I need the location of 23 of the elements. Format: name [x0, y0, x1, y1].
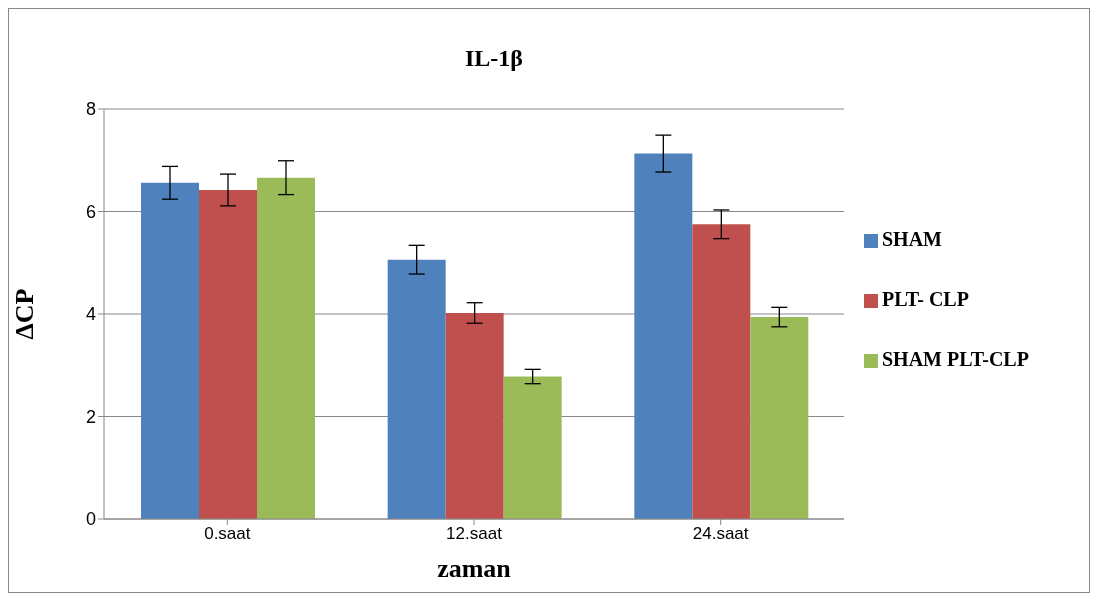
y-tick-label: 6 — [85, 201, 96, 222]
x-tick-label: 24.saat — [692, 524, 749, 544]
bar — [141, 182, 199, 519]
bar — [634, 153, 693, 519]
bar — [445, 312, 504, 519]
bar — [387, 259, 446, 519]
legend-label: PLT- CLP — [882, 288, 969, 310]
bar — [692, 224, 751, 519]
legend-label: SHAM — [882, 228, 942, 250]
y-tick-label: 4 — [85, 304, 96, 325]
bar — [257, 177, 315, 519]
bar — [503, 376, 562, 519]
bar — [750, 317, 809, 519]
y-tick-label: 0 — [85, 509, 96, 530]
y-axis-title: ΔCP — [10, 288, 40, 340]
x-tick-label: 0.saat — [204, 524, 251, 544]
y-tick-label: 2 — [85, 406, 96, 427]
legend-label: SHAM PLT-CLP — [882, 348, 1029, 370]
x-tick-label: 12.saat — [446, 524, 503, 544]
chart-title: IL-1β — [464, 45, 524, 72]
x-axis-title: zaman — [437, 554, 512, 583]
y-tick-label: 8 — [85, 99, 96, 120]
bar — [199, 189, 257, 519]
